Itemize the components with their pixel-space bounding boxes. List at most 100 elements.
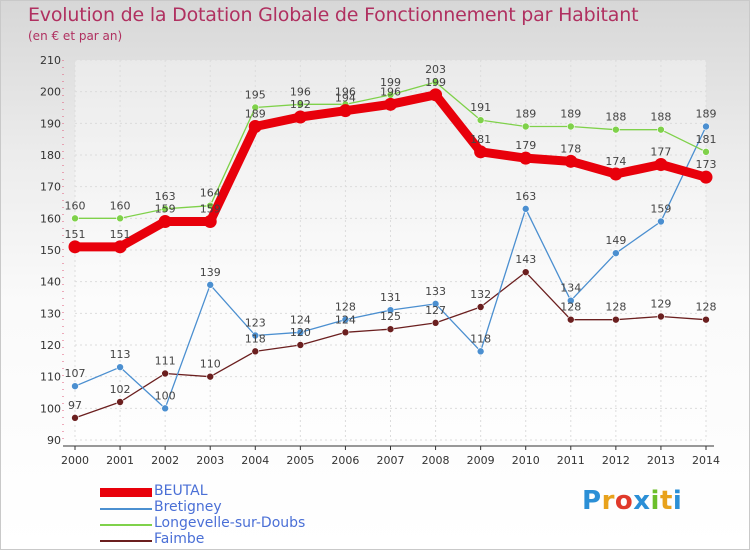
point-bretigney [702, 122, 710, 131]
point-faimbe [71, 414, 79, 422]
y-tick-label: 100 [40, 402, 61, 415]
point-bretigney [612, 249, 620, 257]
data-label-longevelle-sur-doubs: 163 [155, 190, 176, 203]
point-longevelle-sur-doubs [431, 78, 440, 86]
data-label-bretigney: 118 [470, 332, 491, 345]
point-longevelle-sur-doubs [702, 148, 710, 156]
point-beutal [158, 215, 172, 228]
point-longevelle-sur-doubs [657, 125, 665, 134]
point-bretigney [476, 347, 485, 356]
data-label-faimbe: 111 [155, 355, 176, 368]
data-label-bretigney: 163 [515, 190, 536, 203]
logo-letter: o [614, 486, 634, 516]
data-label-longevelle-sur-doubs: 196 [335, 85, 356, 98]
point-bretigney [296, 328, 305, 337]
point-faimbe [476, 303, 485, 311]
data-label-faimbe: 132 [470, 288, 491, 301]
point-beutal [293, 110, 307, 124]
data-label-bretigney: 124 [290, 313, 311, 326]
data-label-faimbe: 97 [68, 399, 82, 412]
data-label-longevelle-sur-doubs: 189 [560, 108, 581, 121]
x-tick-label: 2002 [151, 454, 179, 467]
x-tick-label: 2006 [331, 454, 359, 467]
point-longevelle-sur-doubs [116, 214, 124, 223]
data-label-faimbe: 128 [605, 301, 626, 314]
point-bretigney [521, 205, 530, 213]
x-tick-label: 2007 [377, 454, 405, 467]
point-bretigney [71, 382, 79, 390]
y-tick-label: 170 [40, 181, 61, 194]
x-tick-label: 2012 [602, 454, 630, 467]
y-tick-label: 190 [40, 117, 61, 130]
point-beutal [699, 170, 713, 184]
data-label-bretigney: 159 [650, 203, 671, 216]
point-faimbe [161, 369, 169, 378]
logo-letter: t [659, 486, 673, 516]
x-tick-label: 2003 [196, 454, 224, 467]
logo-letter: i [672, 486, 683, 516]
point-bretigney [116, 363, 124, 371]
data-label-bretigney: 113 [110, 348, 131, 361]
y-tick-label: 200 [40, 86, 61, 99]
data-label-beutal: 179 [515, 139, 536, 152]
proxiti-logo: Proxiti [582, 486, 682, 516]
legend-item-beutal: BEUTAL [100, 483, 360, 501]
x-tick-label: 2014 [692, 454, 720, 467]
logo-letter: i [650, 486, 660, 516]
logo-letter: P [582, 486, 602, 516]
y-tick-label: 150 [40, 244, 61, 257]
data-label-longevelle-sur-doubs: 164 [200, 187, 221, 200]
data-label-bretigney: 107 [65, 367, 86, 380]
legend-swatch-longevelle [100, 524, 152, 526]
point-longevelle-sur-doubs [161, 205, 169, 213]
data-label-longevelle-sur-doubs: 196 [290, 85, 311, 98]
legend-item-bretigney: Bretigney [100, 499, 360, 517]
data-label-faimbe: 110 [200, 358, 221, 371]
data-label-faimbe: 129 [650, 298, 671, 311]
point-faimbe [116, 398, 124, 406]
data-label-bretigney: 189 [696, 108, 717, 121]
point-longevelle-sur-doubs [251, 103, 260, 112]
data-label-beutal: 174 [605, 155, 626, 168]
point-bretigney [386, 306, 395, 314]
point-faimbe [206, 372, 215, 381]
chart-subtitle: (en € et par an) [28, 29, 123, 43]
data-label-beutal: 177 [650, 146, 671, 159]
point-longevelle-sur-doubs [566, 122, 575, 131]
point-beutal [203, 215, 217, 228]
y-tick-label: 90 [47, 434, 61, 447]
point-faimbe [612, 315, 620, 324]
data-label-faimbe: 118 [245, 332, 266, 345]
legend-swatch-faimbe [100, 540, 152, 542]
series-layer [68, 78, 713, 422]
point-faimbe [566, 315, 575, 324]
point-beutal [113, 240, 127, 254]
x-tick-label: 2004 [241, 454, 269, 467]
data-label-bretigney: 131 [380, 291, 401, 304]
data-label-beutal: 159 [155, 203, 176, 216]
x-tick-label: 2001 [106, 454, 134, 467]
point-longevelle-sur-doubs [521, 122, 530, 131]
data-label-faimbe: 143 [515, 253, 536, 266]
data-label-longevelle-sur-doubs: 191 [470, 101, 491, 114]
point-longevelle-sur-doubs [476, 116, 485, 124]
point-bretigney [161, 404, 169, 413]
data-label-bretigney: 128 [335, 301, 356, 314]
x-tick-label: 2013 [647, 454, 675, 467]
data-label-beutal: 192 [290, 98, 311, 111]
point-faimbe [657, 312, 665, 321]
data-label-faimbe: 120 [290, 326, 311, 339]
y-tick-label: 160 [40, 212, 61, 225]
y-tick-label: 130 [40, 307, 61, 320]
legend-swatch-beutal [100, 488, 152, 497]
point-bretigney [341, 315, 350, 324]
legend-label-faimbe: Faimbe [154, 531, 205, 547]
legend-label-bretigney: Bretigney [154, 499, 222, 515]
data-label-beutal: 189 [245, 108, 266, 121]
data-label-beutal: 181 [470, 133, 491, 146]
data-label-longevelle-sur-doubs: 181 [696, 133, 717, 146]
chart-title: Evolution de la Dotation Globale de Fonc… [28, 4, 639, 26]
x-tick-label: 2011 [557, 454, 585, 467]
data-label-beutal: 196 [380, 85, 401, 98]
